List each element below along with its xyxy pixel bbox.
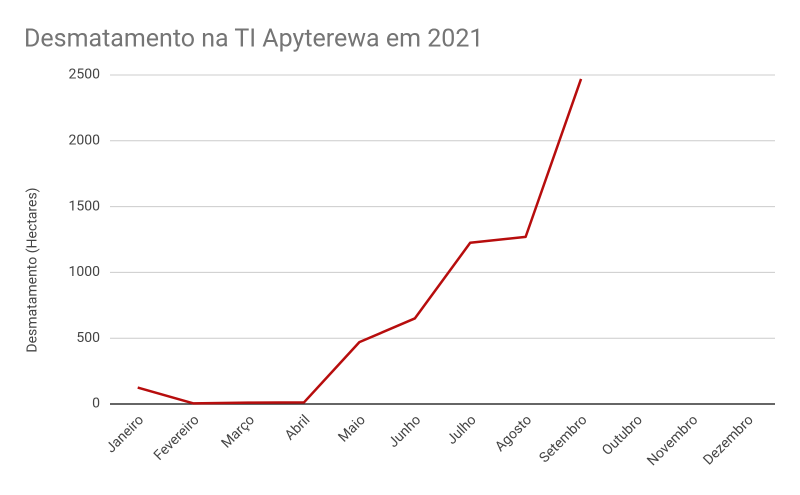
x-tick-label: Agosto bbox=[492, 412, 535, 455]
x-tick-label: Março bbox=[219, 412, 258, 451]
x-tick-label: Junho bbox=[385, 412, 424, 451]
x-tick-label: Fevereiro bbox=[151, 412, 203, 464]
y-tick-label: 500 bbox=[76, 330, 100, 346]
y-axis-title: Desmatamento (Hectares) bbox=[25, 187, 41, 352]
x-tick-label: Maio bbox=[335, 412, 368, 445]
x-tick-label: Outubro bbox=[599, 412, 646, 459]
y-tick-label: 0 bbox=[92, 396, 100, 412]
y-tick-label: 1000 bbox=[69, 264, 101, 280]
x-tick-label: Janeiro bbox=[103, 412, 147, 456]
chart-title: Desmatamento na TI Apyterewa em 2021 bbox=[24, 25, 483, 54]
x-tick-label: Abril bbox=[282, 412, 313, 443]
y-tick-label: 2000 bbox=[69, 133, 101, 149]
data-line bbox=[137, 78, 583, 405]
y-tick-label: 2500 bbox=[69, 67, 101, 83]
x-tick-label: Dezembro bbox=[700, 412, 756, 468]
x-tick-label: Novembro bbox=[644, 412, 701, 469]
x-tick-label: Julho bbox=[444, 412, 480, 448]
y-tick-label: 1500 bbox=[69, 198, 101, 214]
x-tick-label: Setembro bbox=[536, 412, 590, 466]
